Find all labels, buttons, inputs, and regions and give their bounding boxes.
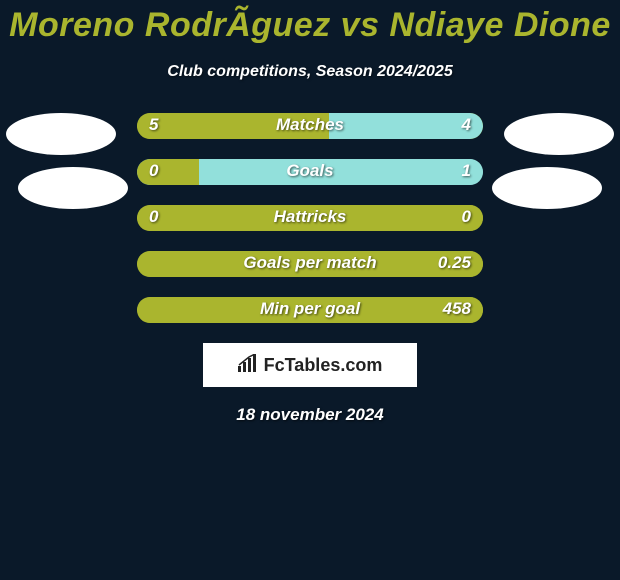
stat-row: Goals per match0.25 xyxy=(137,251,483,277)
comparison-subtitle: Club competitions, Season 2024/2025 xyxy=(0,63,620,81)
stat-label: Goals xyxy=(137,161,483,181)
stat-value-right: 1 xyxy=(462,161,471,181)
stat-value-right: 458 xyxy=(443,299,471,319)
stat-label: Hattricks xyxy=(137,207,483,227)
stat-label: Matches xyxy=(137,115,483,135)
player-left-avatar xyxy=(6,113,116,155)
chart-icon xyxy=(238,354,260,377)
player-right-avatar-2 xyxy=(492,167,602,209)
stat-value-right: 0.25 xyxy=(438,253,471,273)
stat-row: Min per goal458 xyxy=(137,297,483,323)
source-logo-text: FcTables.com xyxy=(264,355,383,376)
comparison-chart: Matches54Goals01Hattricks00Goals per mat… xyxy=(0,113,620,323)
comparison-title: Moreno RodrÃ­guez vs Ndiaye Dione xyxy=(0,0,620,45)
source-logo: FcTables.com xyxy=(203,343,417,387)
stat-row: Hattricks0 0 xyxy=(137,205,483,231)
stat-label: Goals per match xyxy=(137,253,483,273)
stat-value-left: 5 xyxy=(149,115,158,135)
stat-row: Goals0 1 xyxy=(137,159,483,185)
player-right-avatar xyxy=(504,113,614,155)
stat-value-right: 4 xyxy=(462,115,471,135)
player-left-avatar-2 xyxy=(18,167,128,209)
stat-value-right: 0 xyxy=(462,207,471,227)
stat-row: Matches5 4 xyxy=(137,113,483,139)
stat-value-left: 0 xyxy=(149,207,158,227)
stat-value-left: 0 xyxy=(149,161,158,181)
snapshot-date: 18 november 2024 xyxy=(0,405,620,425)
stat-label: Min per goal xyxy=(137,299,483,319)
stat-rows: Matches54Goals01Hattricks00Goals per mat… xyxy=(137,113,483,323)
